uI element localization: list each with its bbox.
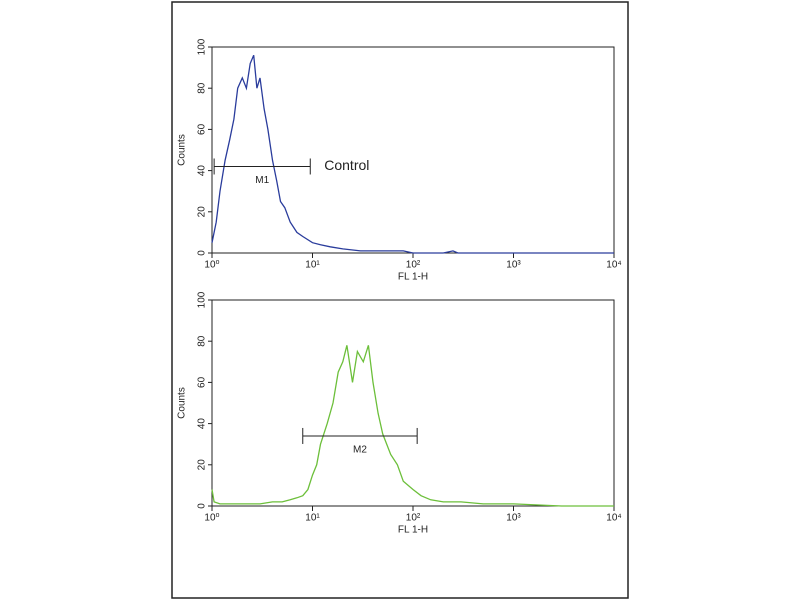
x-tick-label: 10⁴ bbox=[606, 260, 621, 271]
x-tick-label: 10³ bbox=[506, 260, 521, 271]
gate-label: M2 bbox=[353, 445, 367, 456]
y-tick-label: 80 bbox=[197, 335, 208, 347]
y-tick-label: 0 bbox=[197, 250, 208, 256]
x-tick-label: 10² bbox=[406, 260, 421, 271]
y-axis-label: Counts bbox=[177, 134, 188, 166]
x-tick-label: 10⁴ bbox=[606, 513, 621, 524]
y-axis-label: Counts bbox=[177, 387, 188, 419]
gate-label: M1 bbox=[255, 175, 269, 186]
y-tick-label: 20 bbox=[197, 459, 208, 471]
y-tick-label: 80 bbox=[197, 82, 208, 94]
y-tick-label: 100 bbox=[197, 291, 208, 308]
histogram-line bbox=[211, 345, 614, 507]
x-tick-label: 10² bbox=[406, 513, 421, 524]
x-axis-label: FL 1-H bbox=[398, 272, 428, 283]
y-tick-label: 40 bbox=[197, 165, 208, 177]
histogram-line bbox=[211, 54, 614, 254]
x-axis-label: FL 1-H bbox=[398, 525, 428, 536]
x-tick-label: 10⁰ bbox=[204, 513, 219, 524]
x-tick-label: 10¹ bbox=[305, 513, 320, 524]
y-tick-label: 60 bbox=[197, 376, 208, 388]
y-tick-label: 100 bbox=[197, 38, 208, 55]
x-tick-label: 10⁰ bbox=[204, 260, 219, 271]
gate-note: Control bbox=[324, 157, 369, 173]
y-tick-label: 60 bbox=[197, 123, 208, 135]
y-tick-label: 0 bbox=[197, 503, 208, 509]
y-tick-label: 20 bbox=[197, 206, 208, 218]
x-tick-label: 10¹ bbox=[305, 260, 320, 271]
x-tick-label: 10³ bbox=[506, 513, 521, 524]
y-tick-label: 40 bbox=[197, 418, 208, 430]
